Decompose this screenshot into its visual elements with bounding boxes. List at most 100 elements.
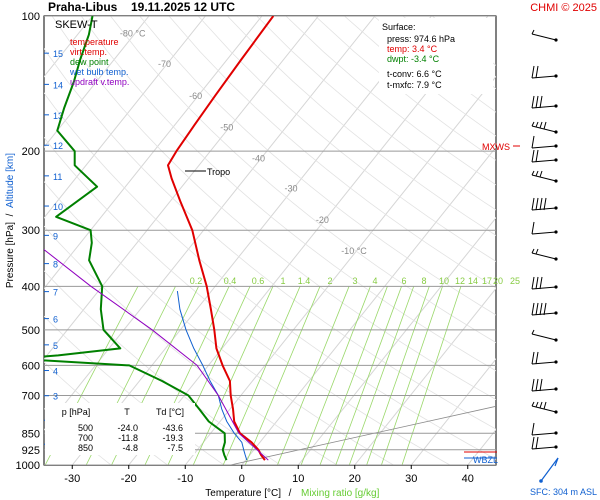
wind-barb-flag — [539, 276, 543, 290]
pressure-tick-label: 700 — [22, 390, 40, 402]
isotherm-line — [71, 16, 432, 465]
level-table: p [hPa] T Td [°C] 500 -24.0 -43.6 700 -1… — [45, 403, 195, 455]
wind-barb-flag — [531, 378, 535, 392]
wind-barbs — [531, 29, 559, 483]
tropopause-marker: Tropo — [185, 167, 230, 177]
wind-barb-flag — [535, 65, 539, 79]
dry-adiabat — [80, 16, 496, 372]
dry-adiabat — [168, 16, 496, 289]
wind-barb-flag — [531, 422, 535, 436]
wind-barb-flag — [535, 248, 539, 255]
mixing-ratio-label: 2 — [327, 276, 332, 286]
altitude-tick-label: 11 — [53, 172, 62, 182]
surface-altitude: SFC: 304 m ASL — [530, 487, 597, 497]
wind-barb-flag — [535, 378, 539, 392]
wind-barb-flag — [539, 121, 543, 129]
station-name: Praha-Libus — [48, 0, 118, 14]
isotherm-line — [297, 217, 496, 465]
x-tick-label: 20 — [349, 473, 361, 485]
table-header-p: p [hPa] — [62, 407, 91, 417]
wind-barb-flag — [535, 436, 539, 450]
wind-barb-flag — [531, 121, 535, 127]
wind-barb-flag — [539, 170, 543, 178]
mixing-ratio-label: 1 — [280, 276, 285, 286]
pressure-tick-label: 300 — [22, 225, 40, 237]
series-line-dew-point — [44, 16, 228, 461]
legend-dew-point: dew point — [70, 57, 109, 67]
wind-barb — [531, 65, 558, 79]
dry-adiabat — [197, 16, 496, 262]
altitude-tick-label: 15 — [53, 49, 63, 59]
surface-tmxfc: t-mxfc: 7.9 °C — [387, 80, 442, 90]
table-header-td: Td [°C] — [156, 407, 184, 417]
x-tick-label: -10 — [177, 473, 193, 485]
wind-barb — [531, 276, 558, 290]
mixing-ratio-line — [300, 286, 371, 465]
wind-barb — [531, 401, 558, 414]
mixing-ratio-line — [335, 286, 402, 465]
mixing-ratio-label: 1.4 — [298, 276, 311, 286]
x-tick-label: 30 — [405, 473, 417, 485]
wind-barb-flag — [531, 149, 535, 163]
isotherm-line — [44, 16, 206, 219]
sounding-datetime: 19.11.2025 12 UTC — [131, 0, 235, 14]
altitude-tick-label: 5 — [53, 341, 58, 351]
wind-barb — [531, 149, 558, 163]
copyright: CHMI © 2025 — [530, 2, 597, 14]
x-tick-label: -20 — [121, 473, 137, 485]
wind-barb-flag — [531, 401, 535, 407]
legend-wet-bulb: wet bulb temp. — [69, 67, 129, 77]
wind-barb-shaft — [531, 145, 557, 149]
mxws-label: MXWS — [482, 142, 510, 152]
wind-barb-flag — [531, 170, 535, 176]
series-line-updraft-v-temp — [44, 248, 269, 461]
altitude-tick-label: 14 — [53, 80, 63, 90]
mixing-ratio-label: 25 — [510, 276, 520, 286]
table-cell: -43.6 — [162, 423, 183, 433]
mixing-ratio-line — [277, 286, 350, 465]
altitude-tick-label: 12 — [53, 141, 63, 151]
legend-virt-temp: virt.temp. — [70, 47, 107, 57]
surface-wind-flag — [554, 457, 559, 467]
wind-barb — [531, 248, 558, 261]
wind-barb — [531, 302, 558, 316]
isotherm-line — [241, 146, 496, 465]
mixing-ratio-line — [348, 286, 415, 465]
wind-barb-flag — [531, 276, 535, 290]
wbzl-label: WBZL — [473, 455, 498, 465]
wind-barb-flag — [543, 197, 547, 211]
pressure-tick-label: 200 — [22, 146, 40, 158]
wind-barb-flag — [535, 149, 539, 163]
wind-barb — [531, 170, 558, 183]
mixing-ratio-line — [244, 286, 321, 465]
isotherm-line — [44, 16, 150, 148]
surface-box-bg — [379, 18, 493, 94]
dry-adiabat — [44, 47, 496, 430]
x-axis-title-temperature: Temperature [°C] — [205, 488, 281, 499]
axis-layer: -30 -20 -10 0 10 20 30 401002003004005006007008… — [16, 11, 474, 485]
wind-barb-flag — [535, 197, 539, 211]
mixing-ratio-label: 0.6 — [252, 276, 265, 286]
isotherm-label: -70 — [158, 59, 171, 69]
legend-title: SKEW-T — [55, 19, 98, 31]
isotherm-label: -40 — [252, 154, 265, 164]
wind-barb — [531, 378, 558, 392]
mixing-ratio-label: 0.4 — [224, 276, 237, 286]
table-cell: -11.8 — [118, 433, 138, 443]
legend-box: SKEW-T temperature virt.temp. dew point … — [55, 19, 129, 87]
legend-temperature: temperature — [70, 37, 119, 47]
mixing-ratio-line — [366, 286, 430, 465]
pressure-tick-label: 1000 — [16, 460, 40, 472]
surface-tconv: t-conv: 6.6 °C — [387, 69, 442, 79]
dry-adiabat — [256, 16, 496, 211]
isotherm-line — [410, 358, 496, 465]
mixing-ratio-label: 0.2 — [190, 276, 203, 286]
series-line-temperature — [167, 16, 275, 461]
x-tick-label: 0 — [239, 473, 245, 485]
x-axis-title: Temperature [°C] / Mixing ratio [g/kg] — [205, 488, 379, 499]
wind-barb-flag — [543, 302, 547, 316]
altitude-tick-label: 6 — [53, 315, 58, 325]
mixing-ratio-label: 4 — [372, 276, 377, 286]
x-tick-label: -30 — [64, 473, 80, 485]
legend-updraft: updraft v.temp. — [70, 77, 129, 87]
